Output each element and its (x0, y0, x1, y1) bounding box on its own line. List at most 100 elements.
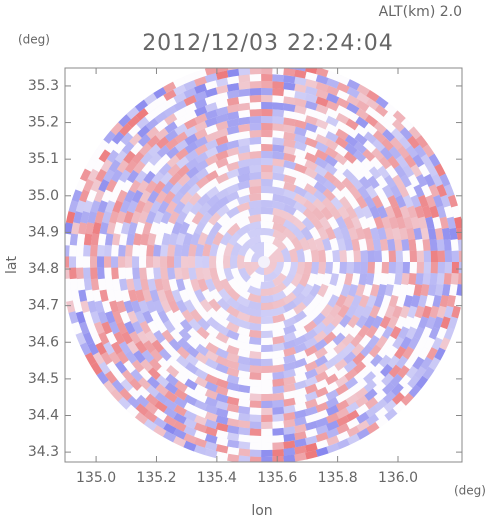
radar-cell (128, 221, 138, 235)
radar-cell (166, 365, 180, 378)
radar-cell (272, 88, 285, 97)
radar-cell (174, 267, 183, 280)
radar-cell (314, 156, 329, 169)
radar-cell (261, 87, 273, 96)
radar-cell (384, 335, 397, 350)
radar-cell (146, 126, 160, 140)
radar-cell (310, 216, 324, 231)
radar-cell (249, 123, 262, 131)
radar-cell (360, 262, 368, 274)
radar-cell (432, 294, 442, 308)
radar-cell (294, 394, 307, 405)
radar-cell (144, 402, 159, 415)
radar-cell (340, 283, 351, 298)
radar-cell (249, 144, 262, 152)
radar-cell (272, 357, 285, 366)
radar-cell (272, 456, 284, 462)
radar-cell (93, 189, 105, 203)
radar-cell (309, 283, 321, 298)
radar-cell (405, 326, 417, 340)
radar-cell (251, 252, 260, 262)
radar-cell (408, 384, 422, 398)
radar-cell (261, 102, 273, 110)
radar-cell (264, 242, 279, 253)
radar-cell (382, 325, 394, 340)
radar-cell (272, 237, 287, 252)
radar-cell (413, 284, 423, 297)
radar-cell (195, 243, 205, 257)
radar-cell (294, 119, 307, 130)
radar-cell (260, 193, 274, 201)
plot-frame (64, 67, 463, 463)
radar-cell (171, 289, 183, 303)
radar-cell (175, 232, 186, 246)
radar-cell (204, 381, 218, 393)
radar-cell (130, 300, 142, 314)
radar-cell (268, 252, 277, 262)
radar-cell (399, 227, 409, 240)
radar-cell (343, 351, 357, 365)
radar-cell (173, 92, 187, 104)
radar-cell (249, 442, 262, 450)
radar-cell (377, 284, 387, 297)
radar-cell (294, 365, 308, 376)
radar-cell (353, 361, 367, 375)
radar-cell (249, 407, 262, 415)
radar-cell (382, 120, 396, 134)
radar-cell (410, 316, 422, 330)
radar-cell (131, 151, 145, 165)
radar-cell (249, 456, 262, 462)
radar-cell (189, 308, 203, 323)
radar-cell (215, 370, 229, 382)
radar-cell (317, 249, 326, 262)
radar-cell (260, 330, 274, 338)
radar-cell (353, 370, 367, 383)
radar-cell (68, 200, 79, 213)
radar-cell (304, 93, 318, 104)
radar-cell (160, 210, 172, 225)
radar-cell (312, 198, 326, 212)
radar-cell (418, 316, 429, 330)
radar-cell (283, 454, 296, 462)
radar-cell (87, 300, 98, 313)
radar-cell (321, 313, 335, 327)
radar-cell (358, 216, 370, 230)
radar-cell (226, 367, 240, 378)
x-axis-label: lon (251, 503, 272, 519)
radar-cell (334, 144, 349, 157)
radar-cell (194, 255, 203, 269)
radar-cell (421, 184, 433, 198)
radar-cell (384, 103, 398, 116)
radar-cell (293, 209, 307, 223)
radar-cell (149, 200, 162, 214)
radar-cell (153, 267, 162, 280)
radar-cell (216, 242, 227, 257)
radar-cell (248, 307, 262, 317)
radar-cell (195, 176, 210, 189)
radar-cell (310, 293, 324, 308)
radar-cell (201, 288, 214, 303)
radar-cell (384, 305, 396, 319)
radar-cell (351, 216, 362, 230)
radar-cell (319, 216, 332, 230)
radar-cell (145, 300, 157, 314)
radar-cell (237, 166, 251, 176)
radar-cell (379, 273, 389, 286)
radar-cell (215, 339, 229, 352)
radar-cell (238, 88, 251, 97)
radar-cell (351, 273, 361, 286)
radar-cell (127, 200, 139, 214)
radar-cell (280, 262, 291, 277)
radar-cell (247, 285, 262, 296)
radar-cell (247, 221, 262, 231)
radar-cell (294, 90, 307, 101)
radar-cell (163, 190, 176, 205)
radar-cell (283, 354, 297, 364)
radar-cell (215, 188, 230, 201)
radar-cell (204, 441, 218, 451)
radar-cell (135, 403, 149, 416)
radar-cell (184, 394, 198, 406)
radar-cell (272, 200, 286, 211)
radar-cell (249, 400, 262, 408)
radar-cell (260, 214, 274, 222)
